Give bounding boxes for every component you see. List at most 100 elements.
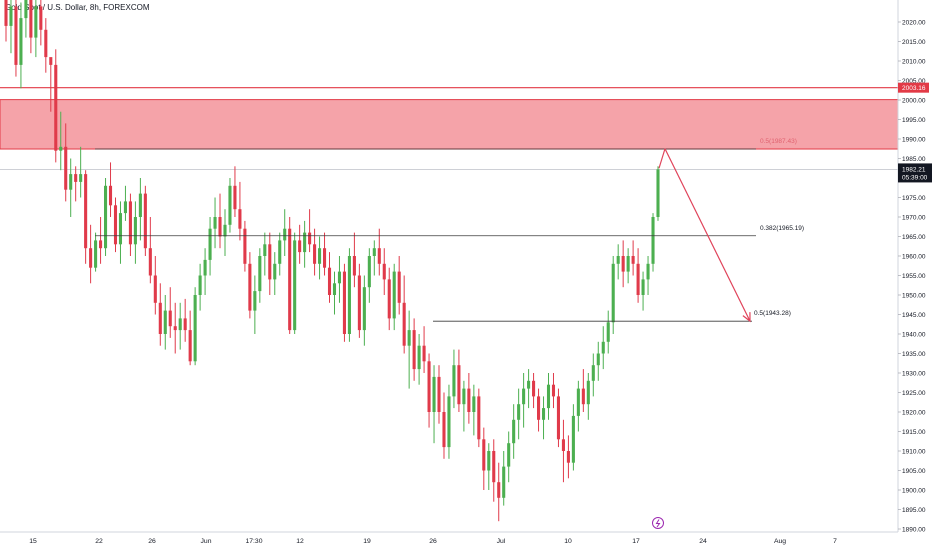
candle-body <box>372 248 376 256</box>
candle-body <box>412 330 416 370</box>
y-tick-label: 1965.00 <box>902 234 926 241</box>
candle-body <box>556 396 561 440</box>
candle <box>571 404 575 471</box>
candle-body <box>601 341 605 354</box>
time-axis[interactable]: 15 22 26 Jun 17:30 12 19 26 Jul 10 17 24 Aug 7 <box>0 517 898 546</box>
candle-body <box>621 256 625 272</box>
y-tick-label: 2010.00 <box>902 58 926 65</box>
candle-body <box>402 302 406 346</box>
candle <box>19 2 23 89</box>
candle-body <box>482 439 486 471</box>
candle-body <box>84 174 88 249</box>
event-lightning-icon[interactable] <box>652 517 664 529</box>
candle-body <box>397 271 401 303</box>
candle-body <box>238 209 242 229</box>
candle-body <box>437 376 441 412</box>
candle-body <box>173 326 177 331</box>
candle-body <box>507 443 511 467</box>
candle <box>541 396 546 440</box>
candle-body <box>631 256 635 264</box>
candle-body <box>626 256 630 272</box>
candle-body <box>148 248 152 276</box>
candle <box>59 111 63 171</box>
candle <box>108 162 113 217</box>
candle-body <box>293 240 297 331</box>
candle-body <box>9 6 13 26</box>
candle <box>89 224 93 284</box>
candle <box>198 263 202 311</box>
candle <box>611 256 615 334</box>
y-tick-label: 1935.00 <box>902 351 926 358</box>
candle <box>517 388 521 440</box>
candle-body <box>407 330 411 346</box>
candle <box>223 209 227 256</box>
candle <box>402 275 406 354</box>
y-tick-label: 1900.00 <box>902 487 926 494</box>
candle <box>193 287 197 366</box>
candle <box>586 373 590 420</box>
candle-body <box>233 185 237 210</box>
candle <box>392 263 396 331</box>
y-tick-label: 1920.00 <box>902 409 926 416</box>
candle-body <box>517 404 521 420</box>
candle <box>54 49 58 163</box>
candle-body <box>497 482 501 498</box>
candle-body <box>561 439 565 451</box>
candle <box>44 18 48 73</box>
candle <box>472 384 476 436</box>
y-tick-label: 1895.00 <box>902 507 926 514</box>
candle-body <box>477 396 481 440</box>
candle-body <box>342 271 346 334</box>
candle-body <box>118 213 123 245</box>
x-tick-label: Jun <box>201 538 212 545</box>
candle-body <box>596 353 600 366</box>
candle <box>462 380 466 432</box>
x-tick-label: 10 <box>564 538 572 545</box>
candle-body <box>178 318 182 331</box>
candle-body <box>133 217 137 245</box>
candle <box>148 217 152 284</box>
candle <box>631 240 635 276</box>
candle <box>228 178 232 233</box>
candle <box>14 0 18 77</box>
price-axis[interactable]: 2020.00 2015.00 2010.00 2005.00 2000.00 1995.… <box>897 0 932 550</box>
candle <box>447 384 451 459</box>
candle-body <box>591 365 595 381</box>
current-price-countdown: 05:39:00 <box>902 174 928 181</box>
candle <box>34 0 38 58</box>
candle-body <box>546 384 551 409</box>
fib-label: 0.5(1987.43) <box>760 138 797 145</box>
candle-body <box>318 248 322 264</box>
candle <box>512 404 516 459</box>
candle-body <box>24 0 28 19</box>
candle-body <box>606 322 610 342</box>
projection-arrow-up <box>658 148 666 169</box>
candle <box>94 232 98 272</box>
y-tick-label: 1960.00 <box>902 253 926 260</box>
candle <box>24 0 28 38</box>
candle <box>452 349 456 409</box>
y-tick-label: 2000.00 <box>902 97 926 104</box>
candle <box>442 392 446 459</box>
candle <box>646 256 650 295</box>
candle-body <box>541 408 546 420</box>
candle-body <box>332 283 337 295</box>
projection-arrowhead <box>742 312 751 323</box>
candle <box>367 248 371 303</box>
candle <box>213 197 217 249</box>
candle <box>397 256 401 315</box>
plot-area <box>0 0 899 522</box>
candle <box>347 248 351 342</box>
candle <box>616 244 620 280</box>
y-tick-label: 1985.00 <box>902 156 926 163</box>
candle <box>497 462 501 522</box>
candle <box>118 201 123 264</box>
candle-body <box>198 275 202 295</box>
candle <box>243 220 247 272</box>
candle <box>303 220 307 268</box>
candle <box>29 0 33 54</box>
candle <box>477 388 481 448</box>
x-tick-label: 19 <box>363 538 371 545</box>
candle-body <box>551 384 556 397</box>
